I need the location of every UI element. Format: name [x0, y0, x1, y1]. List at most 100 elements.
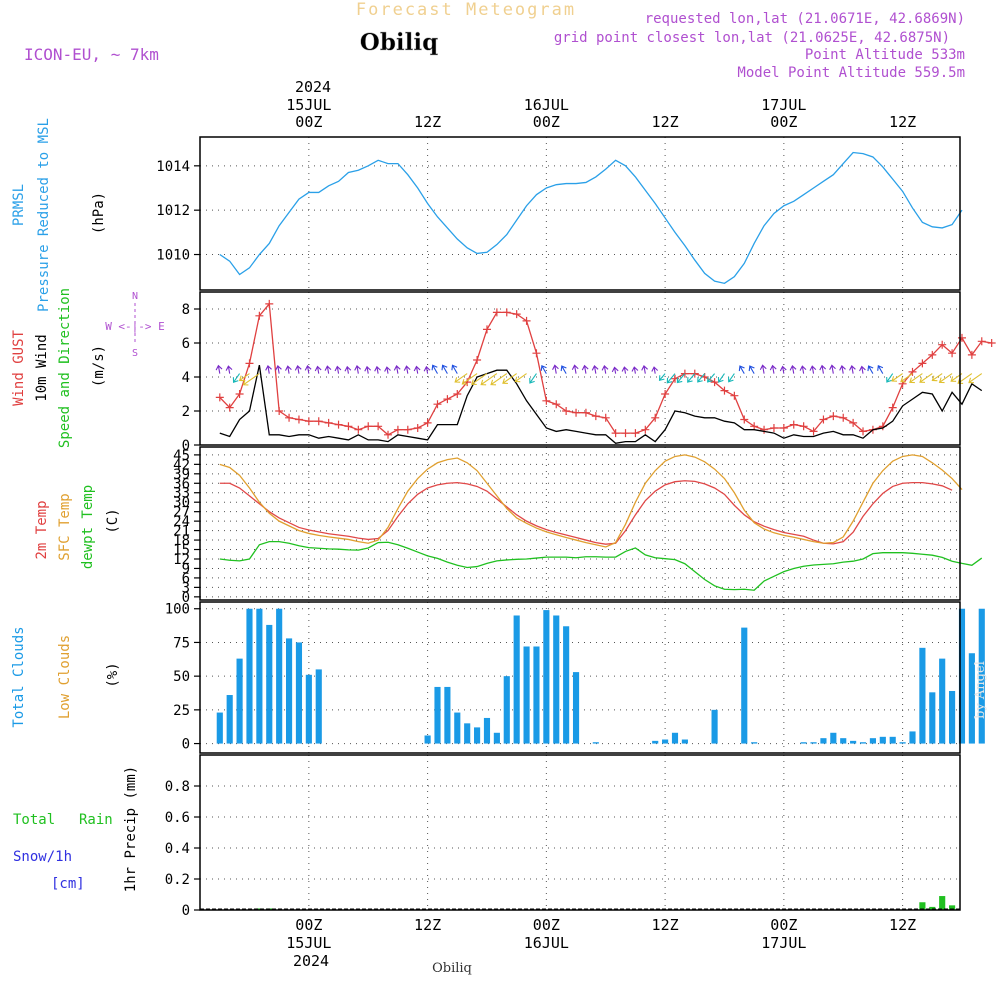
cloud-bar: [305, 674, 312, 744]
compass-we: W <-|-> E: [105, 320, 165, 333]
wind-direction-arrow: [334, 365, 342, 374]
cloud-bar: [899, 742, 906, 744]
gust-marker: [532, 349, 541, 358]
precipitation-panel: 0 0.2 0.4 0.6 0.8: [165, 754, 961, 919]
cloud-bar: [958, 608, 966, 744]
gust-marker: [453, 390, 462, 398]
cloud-bar: [256, 608, 263, 744]
gust-marker: [829, 412, 838, 421]
cloud-bar: [454, 712, 461, 744]
y-tick-label: 0.8: [165, 779, 190, 795]
gust-marker: [572, 408, 581, 417]
gust-marker: [344, 422, 353, 431]
wind-direction-arrow: [601, 365, 609, 374]
wind-direction-arrow: [393, 365, 401, 374]
wind-direction-arrow: [403, 365, 411, 374]
gust-marker: [888, 403, 897, 412]
cloud-bar: [830, 732, 837, 744]
wind-direction-arrow: [886, 373, 894, 383]
gust-marker: [255, 311, 264, 320]
wind-direction-arrow: [242, 373, 260, 386]
gust-marker: [769, 424, 778, 432]
precip-bar: [949, 905, 956, 910]
cloud-bar: [751, 742, 758, 744]
cloud-bar: [572, 672, 580, 744]
cloud-bar: [592, 742, 599, 744]
cloud-bar: [523, 646, 530, 744]
wind-direction-arrow: [571, 364, 579, 374]
sfc-temp-line: [219, 454, 963, 548]
gust-marker: [275, 407, 284, 415]
gust-marker: [809, 427, 818, 436]
cloud-bar: [276, 608, 283, 744]
bottom-hour-label: 12Z: [414, 916, 441, 934]
wind-10m-label: 10m Wind: [34, 334, 50, 401]
precip-bar: [256, 908, 263, 910]
y-tick-label: 6: [182, 336, 190, 352]
y-tick-label: 1012: [156, 203, 190, 219]
wind-direction-arrow: [275, 365, 282, 374]
wind-direction-arrow: [819, 364, 827, 374]
cloud-bar: [474, 727, 481, 744]
y-tick-label: 15: [173, 543, 190, 559]
wind-direction-arrow: [769, 364, 777, 374]
10m-wind-line: [219, 364, 983, 444]
cloud-bar: [216, 712, 223, 744]
wind-direction-arrow: [470, 373, 488, 385]
gust-marker: [324, 418, 333, 427]
y-tick-label: 1010: [156, 248, 190, 264]
gust-marker: [799, 422, 808, 431]
y-tick-label: 9: [182, 561, 190, 577]
bottom-date-labels: 15JUL 16JUL 17JUL: [286, 934, 806, 952]
wind-direction-arrow: [364, 365, 372, 374]
cloud-bar: [503, 676, 510, 744]
location-name: Obiliq: [360, 29, 438, 56]
gust-marker: [849, 418, 858, 427]
wind-direction-arrow: [687, 373, 696, 383]
gust-marker: [265, 299, 274, 308]
pressure-labels: PRMSL Pressure Reduced to MSL (hPa): [11, 118, 107, 312]
cloud-bar: [483, 717, 491, 744]
cloud-bar: [563, 626, 570, 744]
wind-direction-arrow: [560, 365, 567, 374]
cloud-bar: [285, 638, 293, 744]
cloud-bar: [226, 695, 233, 744]
temp-labels: 2m Temp SFC Temp dewpt Temp (C): [34, 485, 121, 569]
cloud-bar: [869, 738, 876, 744]
cloud-bar: [859, 742, 867, 744]
wind-direction-arrow: [344, 365, 352, 374]
cloud-bar: [820, 738, 827, 744]
wind-direction-arrow: [968, 373, 983, 384]
percent-label: (%): [105, 662, 121, 687]
wind-panel: 0 2 4 6 8: [182, 291, 996, 454]
gust-marker: [680, 369, 689, 378]
cloud-bar: [662, 739, 669, 744]
y-tick-label: 42: [173, 457, 190, 473]
wind-direction-arrow: [314, 365, 322, 374]
wind-direction-arrow: [461, 373, 478, 385]
gust-marker: [492, 308, 501, 317]
y-tick-label: 3: [182, 580, 190, 596]
gust-marker: [374, 422, 383, 431]
cloud-bar: [424, 735, 431, 744]
gust-marker: [502, 308, 511, 317]
cloud-bar: [266, 624, 273, 744]
gust-marker: [859, 427, 868, 436]
gust-marker: [740, 415, 749, 424]
cloud-bar: [444, 686, 451, 744]
model-altitude: Model Point Altitude 559.5m: [737, 65, 965, 81]
gust-marker: [473, 356, 482, 364]
y-tick-label: 0: [182, 438, 190, 454]
gust-marker: [967, 350, 976, 359]
wind-direction-arrow: [789, 365, 797, 374]
gust-marker: [512, 310, 521, 319]
gust-marker: [651, 413, 660, 422]
wind-direction-arrow: [909, 373, 923, 384]
cloud-bar: [800, 742, 807, 744]
rain-label: Rain: [79, 812, 113, 828]
wind-direction-arrow: [374, 365, 381, 374]
gust-marker: [918, 359, 927, 368]
gust-marker: [611, 429, 620, 438]
